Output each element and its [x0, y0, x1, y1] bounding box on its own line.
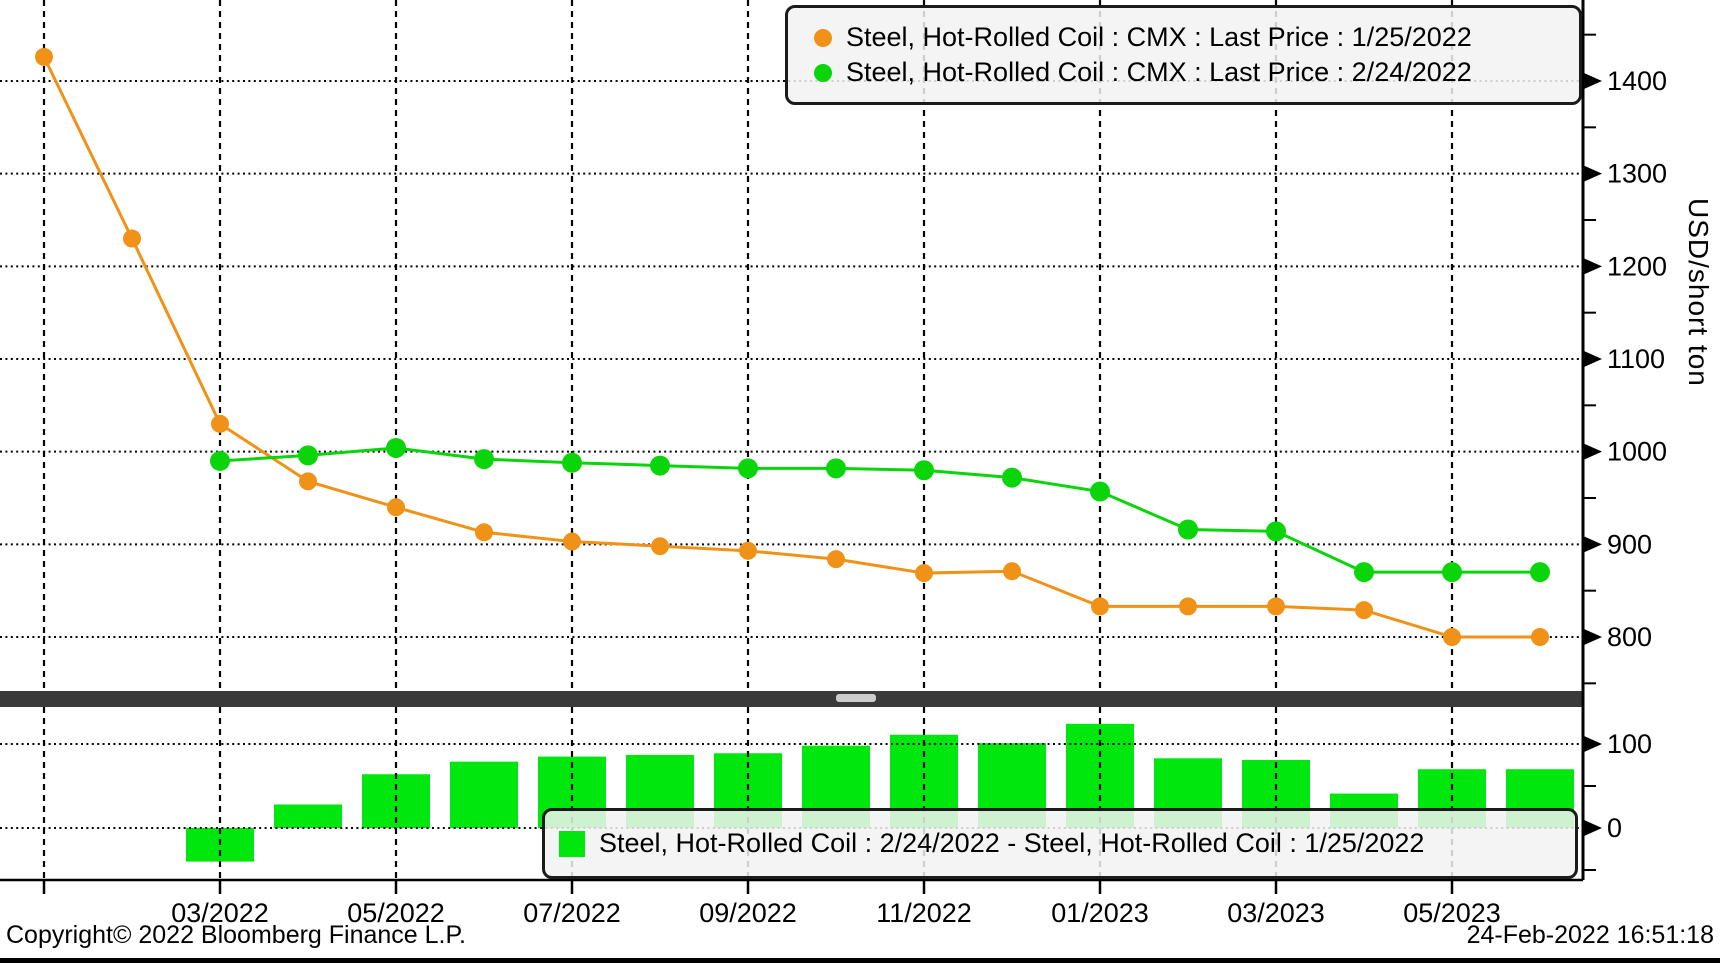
legend-item-curve-jan25[interactable]: Steel, Hot-Rolled Coil : CMX : Last Pric…	[814, 24, 1579, 51]
data-point	[210, 450, 230, 471]
legend-label-spread: Steel, Hot-Rolled Coil : 2/24/2022 - Ste…	[599, 828, 1425, 858]
data-point	[123, 229, 141, 248]
data-point	[1267, 597, 1285, 616]
legend-item-curve-feb24[interactable]: Steel, Hot-Rolled Coil : CMX : Last Pric…	[814, 59, 1579, 86]
legend-label-curve-jan25: Steel, Hot-Rolled Coil : CMX : Last Pric…	[846, 22, 1472, 52]
x-tick-label: 11/2022	[876, 898, 972, 928]
data-point	[298, 445, 318, 466]
orange-circle-marker-icon	[814, 28, 832, 47]
y-tick-label: 100	[1607, 729, 1652, 759]
y-tick-label: 1000	[1607, 437, 1667, 467]
x-tick-label: 05/2022	[347, 898, 445, 928]
data-point	[562, 452, 582, 473]
data-point	[474, 449, 494, 470]
x-tick-label: 03/2022	[171, 898, 269, 928]
data-point	[1090, 481, 1110, 502]
data-point	[475, 523, 493, 542]
data-point	[1354, 562, 1374, 583]
x-tick-label: 05/2023	[1403, 898, 1501, 928]
data-point	[1266, 521, 1286, 542]
panel-resize-handle[interactable]	[836, 694, 876, 702]
data-point	[1355, 601, 1373, 620]
data-point	[387, 498, 405, 517]
data-point	[1003, 562, 1021, 581]
data-point	[651, 537, 669, 556]
legend-main-panel: Steel, Hot-Rolled Coil : CMX : Last Pric…	[785, 5, 1582, 105]
tick-arrow-icon	[1584, 536, 1602, 553]
data-point	[650, 455, 670, 476]
x-tick-label: 01/2023	[1051, 898, 1149, 928]
data-point	[739, 541, 757, 560]
spread-bar	[274, 804, 342, 828]
data-point	[1091, 597, 1109, 616]
data-point	[211, 414, 229, 433]
y-axis-title: USD/short ton	[1683, 198, 1714, 387]
y-tick-label: 900	[1607, 529, 1652, 559]
data-point	[738, 458, 758, 479]
panel-separator[interactable]	[0, 691, 1583, 707]
tick-arrow-icon	[1584, 736, 1602, 752]
data-point	[1179, 597, 1197, 616]
tick-arrow-icon	[1584, 258, 1602, 275]
y-tick-label: 1300	[1607, 159, 1667, 189]
data-point	[915, 564, 933, 583]
copyright-text: Copyright© 2022 Bloomberg Finance L.P.	[6, 921, 466, 949]
data-point	[827, 550, 845, 569]
tick-arrow-icon	[1584, 165, 1602, 182]
x-tick-label: 09/2022	[699, 898, 797, 928]
tick-arrow-icon	[1584, 73, 1602, 89]
data-point	[386, 437, 406, 458]
timestamp-text: 24-Feb-2022 16:51:18	[1466, 921, 1714, 949]
bottom-border	[0, 958, 1720, 963]
data-point	[1178, 519, 1198, 540]
data-point	[826, 458, 846, 479]
y-tick-label: 800	[1607, 622, 1652, 652]
data-point	[563, 532, 581, 551]
y-tick-label: 1400	[1607, 66, 1667, 96]
tick-arrow-icon	[1584, 629, 1602, 646]
data-point	[35, 47, 53, 66]
tick-arrow-icon	[1584, 443, 1602, 460]
series-line	[219, 446, 1540, 574]
data-point	[299, 472, 317, 491]
data-point	[1442, 562, 1462, 583]
data-point	[1531, 628, 1549, 647]
data-point	[1002, 467, 1022, 488]
y-tick-label: 1200	[1607, 251, 1667, 281]
legend-item-spread[interactable]: Steel, Hot-Rolled Coil : 2/24/2022 - Ste…	[559, 830, 1575, 857]
data-point	[1443, 628, 1461, 647]
green-circle-marker-icon	[814, 63, 832, 82]
tick-arrow-icon	[1584, 820, 1602, 836]
y-tick-label: 0	[1607, 813, 1622, 843]
legend-label-curve-feb24: Steel, Hot-Rolled Coil : CMX : Last Pric…	[846, 57, 1472, 87]
x-tick-label: 07/2022	[523, 898, 621, 928]
legend-spread-panel: Steel, Hot-Rolled Coil : 2/24/2022 - Ste…	[542, 808, 1578, 879]
x-tick-label: 03/2023	[1227, 898, 1325, 928]
y-tick-label: 1100	[1607, 344, 1665, 374]
series-line	[42, 56, 1540, 639]
green-square-marker-icon	[559, 830, 585, 857]
tick-arrow-icon	[1584, 351, 1602, 368]
data-point	[914, 460, 934, 481]
data-point	[1530, 562, 1550, 583]
spread-bar	[450, 761, 518, 828]
